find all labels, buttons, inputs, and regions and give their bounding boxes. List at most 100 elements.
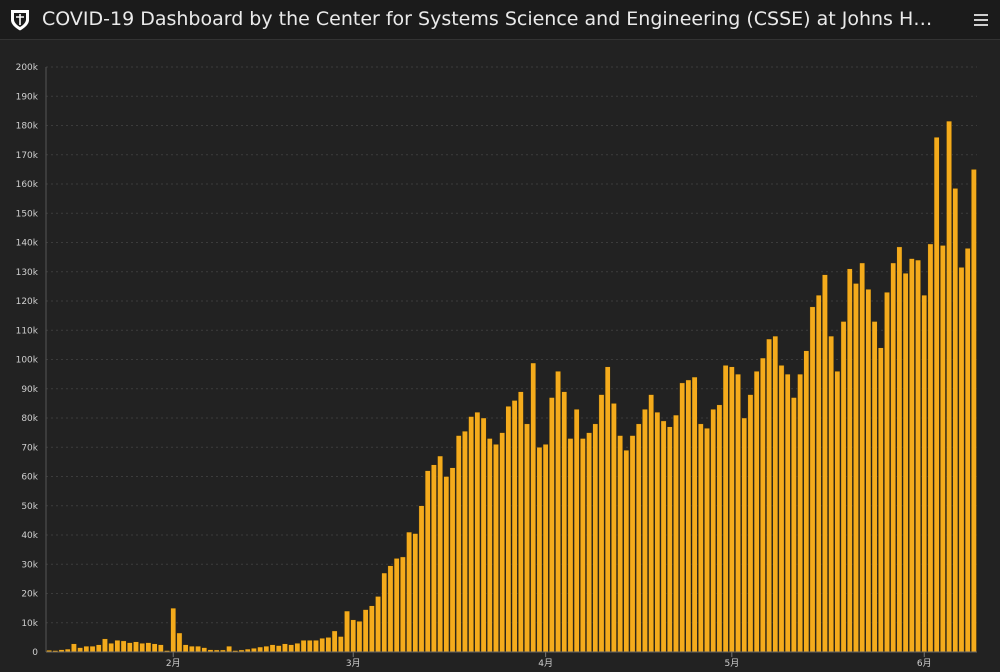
- bar: [195, 645, 201, 653]
- bar: [95, 644, 102, 653]
- daily-cases-bar-chart: 0 10k 20k 30k 40k 50k 60k 70k 80k 90k 100k 110k 120k…: [16, 63, 977, 669]
- header-bar: COVID-19 Dashboard by the Center for Sys…: [0, 0, 1000, 40]
- bar: [443, 476, 450, 653]
- y-tick-label: 0: [32, 648, 38, 658]
- x-tick-label: 3月: [346, 658, 361, 669]
- bar: [784, 373, 791, 653]
- y-tick-label: 180k: [16, 122, 39, 132]
- bar: [735, 373, 741, 653]
- bar: [176, 632, 183, 653]
- y-tick-label: 110k: [16, 326, 39, 336]
- bar: [282, 643, 288, 653]
- bar: [151, 643, 158, 653]
- bar: [549, 397, 555, 653]
- bar: [828, 335, 834, 653]
- bar: [691, 376, 698, 653]
- bar: [275, 645, 282, 653]
- y-tick-label: 20k: [21, 590, 38, 600]
- bar: [201, 647, 208, 653]
- bar: [921, 294, 928, 653]
- bar: [542, 444, 549, 653]
- y-tick-label: 150k: [16, 209, 39, 219]
- bar: [859, 262, 865, 653]
- bar: [803, 350, 810, 653]
- bar: [381, 572, 388, 653]
- bar: [846, 268, 853, 653]
- bar: [499, 432, 505, 653]
- y-tick-label: 30k: [21, 560, 38, 570]
- bar: [555, 371, 561, 653]
- y-tick-label: 60k: [21, 473, 38, 483]
- y-tick-label: 190k: [16, 92, 39, 102]
- bar: [424, 470, 431, 653]
- bar: [679, 382, 685, 653]
- y-tick-label: 40k: [21, 531, 38, 541]
- bar: [189, 645, 195, 653]
- y-tick-label: 170k: [16, 151, 39, 161]
- bar: [536, 447, 543, 653]
- bar: [592, 423, 599, 653]
- bar: [338, 636, 344, 653]
- x-tick-label: 6月: [917, 658, 932, 669]
- bar: [629, 435, 636, 653]
- x-tick-label: 5月: [724, 658, 739, 669]
- x-tick-label: 2月: [166, 658, 181, 669]
- bar: [791, 397, 797, 653]
- bar: [325, 637, 332, 653]
- y-tick-label: 120k: [16, 297, 39, 307]
- y-tick-label: 80k: [21, 414, 38, 424]
- bar: [741, 417, 748, 653]
- bar: [505, 406, 512, 653]
- bar: [418, 505, 425, 653]
- bar: [716, 404, 723, 653]
- bar: [890, 262, 897, 653]
- bar: [83, 645, 90, 653]
- bar: [698, 423, 704, 653]
- bar: [530, 362, 537, 653]
- bar: [778, 365, 785, 653]
- bar: [269, 644, 276, 653]
- bar: [369, 605, 375, 653]
- bar: [654, 411, 661, 653]
- y-tick-label: 160k: [16, 180, 39, 190]
- bar: [722, 365, 729, 653]
- bar: [604, 366, 611, 653]
- hamburger-menu-icon[interactable]: [970, 8, 994, 32]
- bar: [580, 438, 586, 653]
- y-tick-label: 100k: [16, 356, 39, 366]
- bar: [108, 643, 114, 653]
- bar: [964, 248, 971, 653]
- bar: [89, 645, 96, 653]
- bar: [412, 533, 419, 653]
- bar: [815, 294, 822, 653]
- bar: [468, 416, 474, 653]
- bar: [971, 169, 977, 653]
- bar: [673, 414, 679, 653]
- bar: [313, 640, 319, 653]
- bar: [753, 371, 760, 653]
- bar: [666, 426, 673, 653]
- bar: [567, 438, 574, 653]
- bar: [598, 394, 605, 653]
- bar: [729, 366, 735, 653]
- bar: [462, 430, 468, 653]
- bar: [356, 621, 363, 653]
- bar: [350, 619, 357, 653]
- y-tick-label: 50k: [21, 502, 38, 512]
- bar: [126, 642, 133, 653]
- bar: [387, 565, 394, 653]
- bar: [362, 609, 369, 653]
- bar: [133, 641, 139, 653]
- bar: [480, 417, 487, 653]
- bar: [623, 449, 630, 653]
- bar: [331, 630, 338, 653]
- bar: [940, 245, 946, 653]
- bar: [406, 531, 412, 653]
- bar: [139, 643, 146, 653]
- bar: [561, 391, 568, 653]
- bar: [120, 640, 127, 653]
- bar: [760, 357, 766, 653]
- bar: [375, 596, 381, 653]
- y-tick-label: 140k: [16, 239, 39, 249]
- bar: [927, 243, 934, 653]
